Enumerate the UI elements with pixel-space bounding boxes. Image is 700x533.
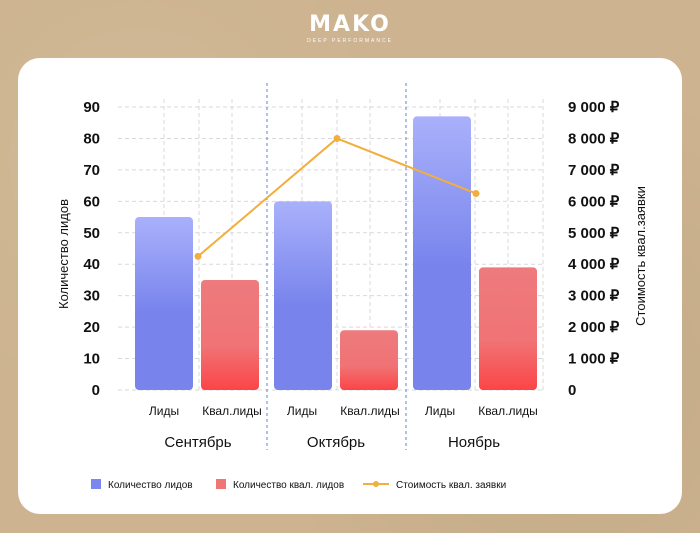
logo-brand: MAKO	[309, 12, 391, 37]
y-tick-label: 80	[83, 130, 100, 147]
legend-label-qualified-leads: Количество квал. лидов	[233, 480, 344, 491]
x-category-label: Лиды	[287, 404, 317, 418]
legend-swatch-qualified-leads	[216, 479, 226, 489]
y-tick-label: 0	[92, 382, 100, 399]
y2-tick-label: 9 000 ₽	[568, 99, 620, 116]
y-axis-ticks: 0 10 20 30 40 50 60 70 80 90	[83, 99, 100, 399]
y2-tick-label: 6 000 ₽	[568, 193, 620, 210]
logo: MAKO DEEP PERFORMANCE	[0, 12, 700, 45]
y2-tick-label: 4 000 ₽	[568, 256, 620, 273]
legend-label-leads: Количество лидов	[108, 480, 193, 491]
bars	[135, 116, 537, 390]
y2-tick-label: 5 000 ₽	[568, 225, 620, 242]
y2-tick-label: 1 000 ₽	[568, 351, 620, 368]
y-tick-label: 30	[83, 288, 100, 305]
bar-qualified-leads	[201, 279, 259, 390]
legend: Количество лидов Количество квал. лидов Ст…	[91, 479, 506, 491]
y2-tick-label: 8 000 ₽	[568, 130, 620, 147]
y-tick-label: 70	[83, 162, 100, 179]
x-group-label: Ноябрь	[448, 434, 500, 451]
y-axis-label: Количество лидов	[56, 199, 71, 309]
bar-qualified-leads	[479, 267, 537, 390]
y-tick-label: 20	[83, 319, 100, 336]
x-group-label: Сентябрь	[164, 434, 231, 451]
legend-marker-cost	[373, 481, 379, 487]
y-tick-label: 50	[83, 225, 100, 242]
bar-leads	[274, 201, 332, 390]
chart-card: 0 10 20 30 40 50 60 70 80 90 0 1 000 ₽ 2 000 ₽ 3 000…	[18, 58, 682, 514]
legend-label-cost: Стоимость квал. заявки	[396, 480, 506, 491]
x-category-label: Квал.лиды	[340, 404, 400, 418]
cost-line-point	[333, 134, 341, 142]
chart: 0 10 20 30 40 50 60 70 80 90 0 1 000 ₽ 2 000 ₽ 3 000…	[56, 83, 648, 491]
legend-swatch-leads	[91, 479, 101, 489]
y2-axis-ticks: 0 1 000 ₽ 2 000 ₽ 3 000 ₽ 4 000 ₽ 5 000 ₽ 6 00…	[568, 99, 620, 399]
y2-tick-label: 3 000 ₽	[568, 288, 620, 305]
x-category-label: Лиды	[149, 404, 179, 418]
x-group-label: Октябрь	[307, 434, 365, 451]
y-tick-label: 40	[83, 256, 100, 273]
cost-line-point	[472, 189, 480, 197]
x-category-label: Лиды	[425, 404, 455, 418]
y-tick-label: 60	[83, 193, 100, 210]
x-axis-labels: Лиды Квал.лиды Сентябрь Лиды Квал.лиды Октябр…	[149, 404, 538, 451]
y2-tick-label: 7 000 ₽	[568, 162, 620, 179]
bar-leads	[413, 116, 471, 390]
logo-tagline: DEEP PERFORMANCE	[307, 38, 393, 44]
x-category-label: Квал.лиды	[478, 404, 538, 418]
y2-tick-label: 2 000 ₽	[568, 319, 620, 336]
cost-line-point	[194, 252, 202, 260]
y-tick-label: 10	[83, 351, 100, 368]
y2-tick-label: 0	[568, 382, 576, 399]
y-tick-label: 90	[83, 99, 100, 116]
bar-qualified-leads	[340, 330, 398, 390]
y2-axis-label: Стоимость квал.заявки	[633, 186, 648, 326]
cost-line	[194, 134, 480, 260]
bar-leads	[135, 217, 193, 390]
x-category-label: Квал.лиды	[202, 404, 262, 418]
